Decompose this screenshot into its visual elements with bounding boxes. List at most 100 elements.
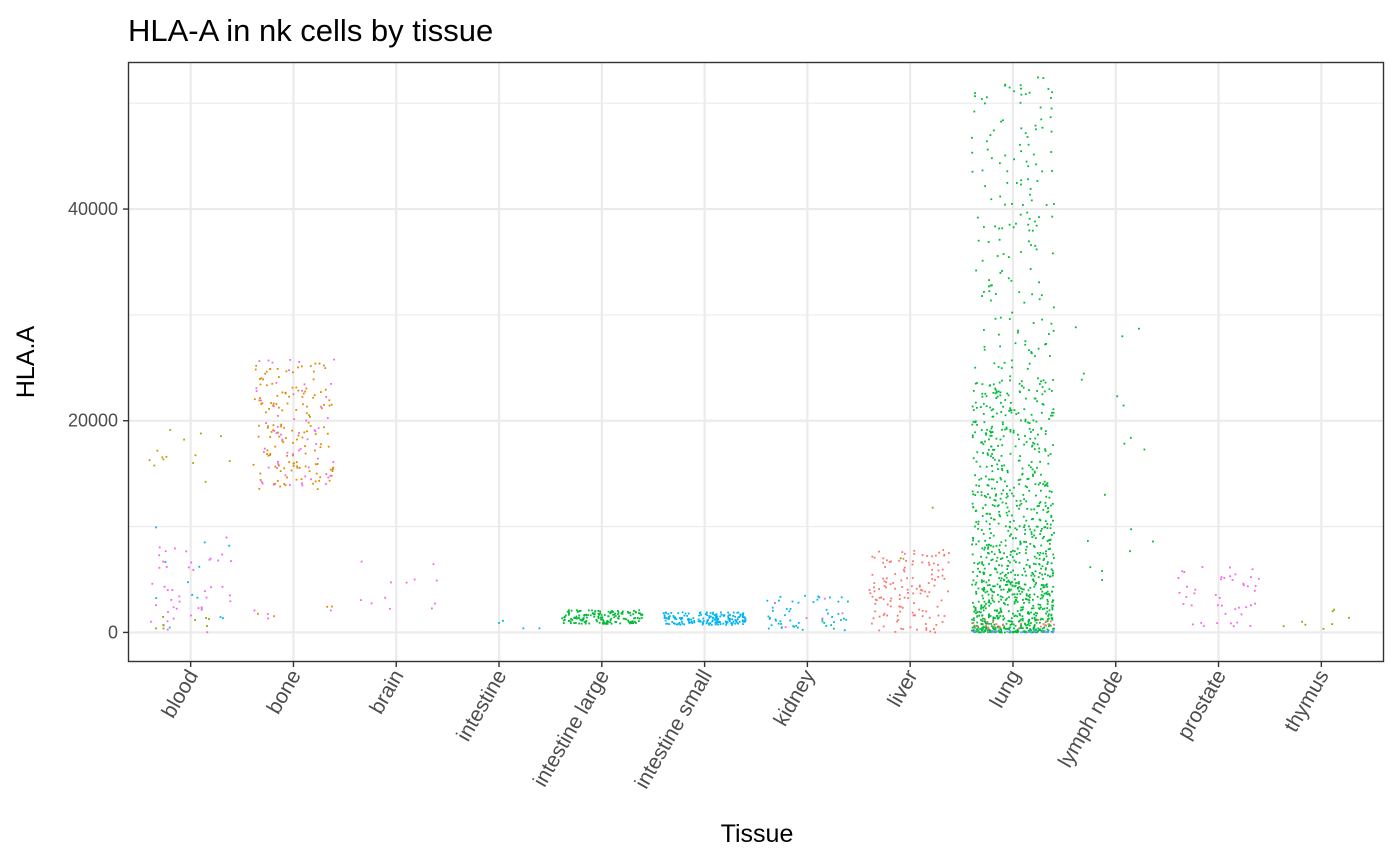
data-point — [911, 577, 914, 579]
data-point — [691, 622, 694, 625]
data-point — [983, 631, 985, 633]
data-point — [266, 426, 269, 429]
data-point — [1041, 403, 1044, 405]
data-point — [1033, 580, 1035, 582]
data-point — [898, 598, 901, 600]
data-point — [699, 611, 702, 614]
data-point — [984, 440, 986, 443]
data-point — [1031, 229, 1034, 232]
data-point — [976, 451, 979, 454]
data-point — [259, 397, 261, 399]
data-point — [567, 613, 570, 616]
data-point — [1040, 530, 1042, 532]
data-point — [578, 617, 580, 620]
data-point — [738, 616, 741, 618]
data-point — [1035, 614, 1037, 617]
data-point — [987, 593, 990, 596]
data-point — [1048, 388, 1051, 391]
data-point — [997, 626, 1000, 629]
data-point — [1024, 485, 1027, 488]
data-point — [991, 157, 993, 160]
data-point — [178, 600, 181, 603]
data-point — [1032, 429, 1034, 431]
data-point — [1047, 617, 1050, 620]
data-point — [1001, 379, 1003, 382]
data-point — [992, 534, 995, 537]
data-point — [1035, 621, 1038, 624]
data-point — [567, 619, 570, 622]
data-point — [1046, 527, 1049, 529]
data-point — [274, 465, 277, 468]
data-point — [976, 575, 979, 577]
data-point — [1037, 433, 1039, 436]
data-point — [901, 551, 904, 553]
data-point — [624, 617, 626, 620]
data-point — [282, 441, 285, 444]
data-point — [1030, 607, 1033, 610]
data-point — [735, 619, 738, 622]
data-point — [984, 619, 986, 621]
data-point — [286, 451, 289, 454]
data-point — [222, 617, 224, 620]
data-point — [1029, 543, 1032, 545]
data-point — [585, 620, 588, 622]
data-point — [675, 618, 678, 620]
data-point — [320, 391, 322, 393]
data-point — [1023, 567, 1025, 570]
data-point — [1018, 590, 1020, 593]
data-point — [1002, 615, 1005, 617]
data-point — [789, 608, 792, 610]
data-point — [982, 580, 985, 583]
data-point — [1016, 629, 1019, 631]
data-point — [162, 616, 164, 618]
data-point — [825, 608, 828, 611]
data-point — [592, 613, 595, 615]
data-point — [1033, 470, 1036, 473]
data-point — [984, 630, 987, 632]
data-point — [405, 581, 408, 584]
data-point — [899, 610, 901, 613]
data-point — [687, 620, 690, 622]
data-point — [1009, 521, 1012, 523]
data-point — [708, 617, 711, 619]
data-point — [999, 394, 1002, 397]
data-point — [1010, 411, 1013, 414]
data-point — [1045, 584, 1047, 586]
data-point — [971, 436, 974, 439]
data-point — [1032, 573, 1035, 575]
data-point — [1049, 575, 1051, 578]
data-point — [921, 609, 924, 612]
data-point — [902, 628, 905, 630]
data-point — [265, 384, 268, 387]
data-point — [727, 611, 729, 614]
data-point — [621, 611, 623, 614]
data-point — [1047, 507, 1049, 510]
data-point — [278, 376, 280, 378]
data-point — [975, 484, 978, 487]
data-point — [1044, 433, 1047, 435]
data-point — [1025, 552, 1027, 555]
data-point — [330, 383, 332, 385]
data-point — [1001, 571, 1004, 574]
data-point — [662, 612, 665, 615]
data-point — [697, 618, 700, 621]
data-point — [999, 316, 1002, 319]
data-point — [988, 629, 991, 631]
data-point — [974, 631, 977, 633]
data-point — [999, 497, 1002, 500]
data-point — [1029, 596, 1031, 599]
data-point — [976, 621, 979, 624]
data-point — [1017, 331, 1019, 334]
data-point — [1024, 631, 1026, 633]
data-point — [208, 558, 211, 561]
data-point — [1000, 577, 1003, 580]
data-point — [1254, 602, 1256, 605]
data-point — [873, 582, 876, 584]
data-point — [210, 586, 212, 589]
data-point — [996, 556, 999, 559]
data-point — [314, 463, 317, 466]
data-point — [1016, 553, 1018, 555]
data-point — [155, 526, 157, 529]
data-point — [991, 594, 994, 597]
data-point — [678, 617, 681, 619]
